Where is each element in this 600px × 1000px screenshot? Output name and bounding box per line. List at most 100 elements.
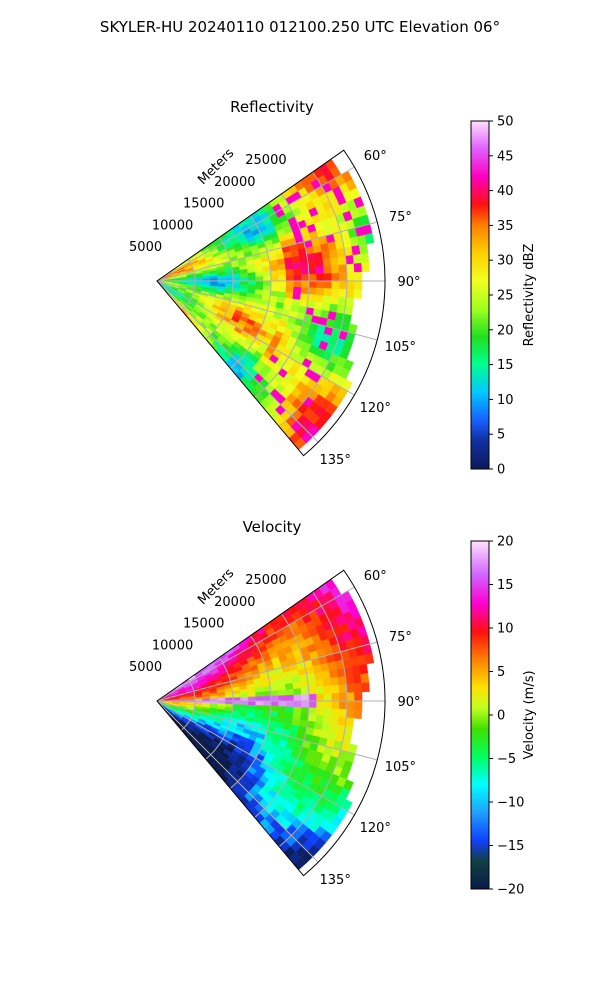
field-cell [337,296,347,306]
field-cell [285,688,294,696]
field-cell [247,272,256,278]
field-cell [285,706,294,714]
azimuth-tick-label: 60° [364,149,387,164]
field-cell [263,700,272,707]
field-cell [312,664,322,674]
field-cell [331,700,340,710]
field-cell [276,258,286,266]
field-cell [300,287,310,295]
field-cell [284,262,294,270]
field-cell [315,679,324,688]
field-cell [323,280,332,289]
velocity-grid [156,569,386,877]
field-cell [330,684,340,694]
azimuth-spoke [156,221,378,282]
azimuth-spoke [156,280,378,341]
field-cell [255,271,264,277]
field-cell [315,266,325,275]
field-cell [322,258,332,267]
field-cell [277,263,286,271]
range-ring [181,258,196,311]
radial-tick-label: 5000 [129,660,162,675]
field-cell [277,689,287,696]
field-cell [338,708,347,718]
reflectivity-colorbar: 0 5 10 15 20 25 30 35 40 45 50 Reflectivity dBZ [470,115,537,478]
colorbar-tick-label: 25 [497,289,514,304]
field-cell [328,723,339,733]
field-cell [277,706,287,713]
field-cell [285,274,294,282]
field-cell [278,280,287,287]
field-cell [358,663,369,675]
field-cell [263,275,272,282]
azimuth-tick-label: 75° [389,630,412,645]
field-cell [364,653,375,665]
field-cell [224,274,234,279]
field-cell [323,265,332,274]
azimuth-spoke [156,700,355,816]
field-cell [353,262,363,273]
range-ring [205,237,234,340]
field-cell [331,272,340,282]
field-cell [308,273,317,282]
field-cell [270,695,279,702]
field-cell [338,264,347,274]
field-cell [330,716,339,725]
radial-tick-label: 25000 [245,573,286,588]
field-cell [300,267,310,275]
field-cell [232,273,241,278]
field-cell [255,280,264,286]
field-cell [346,280,355,290]
field-cell [316,700,325,709]
field-cell [293,280,302,288]
colorbar-tick-label: 5 [497,665,505,680]
field-cell [308,693,317,702]
field-cell [285,286,294,294]
field-cell [361,262,370,273]
azimuth-tick-label: 60° [364,569,387,584]
field-cell [346,700,355,710]
radial-tick-label: 20000 [214,175,255,190]
field-cell [232,277,241,282]
field-cell [352,254,362,264]
field-cell [299,260,309,269]
field-cell [240,700,249,706]
field-cell [330,264,340,274]
field-cell [270,280,279,287]
radial-tick-label: 5000 [129,240,162,255]
field-cell [247,692,256,698]
field-cell [337,716,347,726]
field-cell [262,270,272,277]
field-cell [346,683,355,693]
field-cell [308,287,317,296]
colorbar-tick-label: 30 [497,254,514,269]
field-cell [331,280,340,290]
field-cell [247,276,256,282]
field-cell [217,694,226,699]
azimuth-tick-label: 135° [320,873,351,888]
field-cell [270,270,279,277]
field-cell [346,263,355,273]
field-cell [330,708,340,718]
field-cell [330,288,340,298]
field-cell [301,280,310,288]
field-cell [285,694,294,702]
field-cell [308,686,317,695]
field-cell [323,273,332,282]
figure-suptitle: SKYLER-HU 20240110 012100.250 UTC Elevat… [100,18,500,36]
range-ring [181,678,196,731]
field-cell [299,713,309,722]
colorbar-tick-label: 15 [497,358,514,373]
field-cell [328,669,339,679]
field-cell [301,274,310,282]
field-cell [263,280,272,287]
field-cell [285,280,294,288]
field-cell [292,261,302,270]
velocity-field [156,578,375,871]
field-cell [278,695,287,702]
radial-tick-label: 10000 [152,638,193,653]
field-cell [346,272,355,282]
colorbar-scale [470,120,490,470]
field-cell [292,712,302,721]
